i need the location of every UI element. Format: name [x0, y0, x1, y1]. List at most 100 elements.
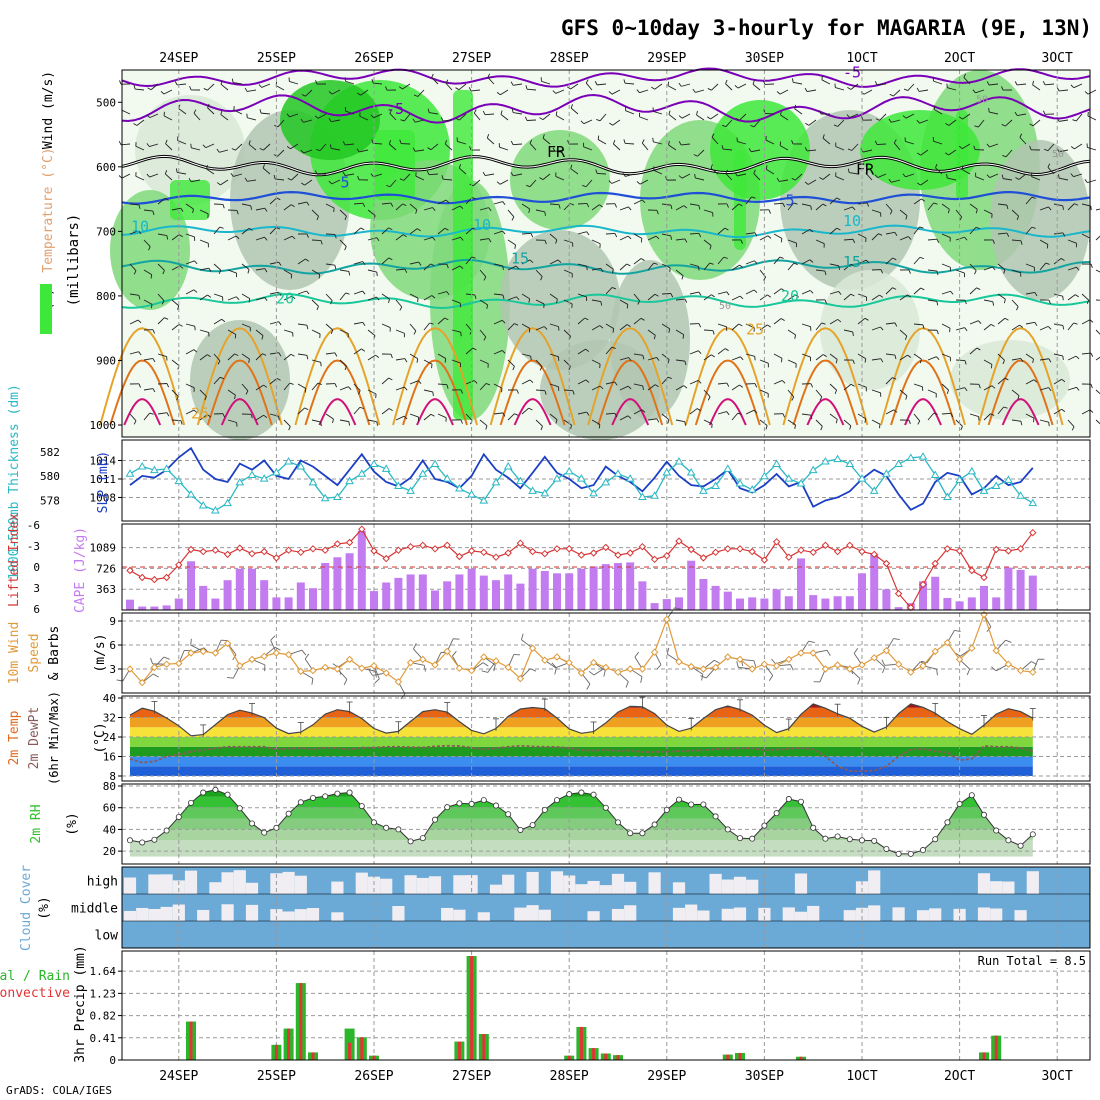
cloud-clear-block: [746, 879, 759, 894]
wind-barb: [941, 323, 951, 329]
wind-barb: [143, 299, 153, 305]
wind-barb-flag: [678, 175, 683, 179]
wind-barb: [997, 317, 1006, 325]
wind-barb-flag: [779, 141, 782, 146]
wind-barb-flag: [543, 326, 548, 330]
rh-saturated-column: [453, 90, 473, 420]
wind-barb: [185, 203, 194, 210]
wind-barb-flag: [765, 165, 768, 170]
wind-barb: [297, 407, 305, 415]
wind-barb-flag: [568, 366, 571, 371]
thickness-marker: [894, 459, 903, 467]
wind-barb: [311, 269, 320, 275]
wind-barb: [1081, 319, 1091, 325]
wind-barb-flag: [879, 294, 884, 298]
wind-barb: [787, 262, 795, 271]
cloud-clear-block: [306, 907, 320, 921]
wind-barb: [165, 143, 173, 151]
wind10m-speed-marker: [333, 665, 342, 673]
cloud-clear-block: [721, 908, 734, 921]
wind-barb: [605, 232, 616, 235]
wind-barb: [577, 317, 586, 325]
wind10m-speed-marker: [394, 678, 403, 686]
wind-barb-flag: [1071, 426, 1075, 431]
wind-barb: [465, 256, 472, 265]
wind-barb: [207, 107, 215, 115]
wind-barb: [395, 299, 403, 308]
wind10m-barb-flag: [826, 650, 831, 656]
wind-barb: [905, 141, 915, 145]
wind-barb-flag: [670, 235, 672, 240]
wind-barb: [1095, 269, 1100, 273]
thickness-marker: [479, 496, 489, 504]
wind-barb: [605, 323, 614, 330]
wind10m-speed-marker: [955, 655, 964, 664]
cape-bar: [357, 530, 366, 610]
wind-barb-flag: [614, 233, 618, 238]
wind-barb-flag: [961, 165, 964, 170]
wind-barb-flag: [486, 134, 490, 139]
wind-barb-flag: [385, 86, 388, 91]
wind-barb: [639, 116, 649, 121]
wind-barb-flag: [852, 206, 856, 211]
cloud-level-label: middle: [71, 902, 118, 917]
wind-barb: [639, 179, 649, 185]
wind-barb-flag: [1004, 317, 1009, 321]
wind-barb-flag: [330, 329, 334, 334]
cloud-clear-block: [794, 911, 808, 921]
pressure-axis-label: (millibars): [66, 214, 82, 307]
temp-contour-30: [109, 359, 176, 426]
lifted-index-marker: [565, 545, 573, 553]
wind-barb: [941, 290, 951, 295]
cloud-clear-block: [294, 875, 307, 894]
wind-barb-flag: [794, 424, 796, 429]
wind-barb-flag: [234, 394, 236, 400]
wind-barb-flag: [556, 299, 558, 304]
wind-barb-flag: [146, 143, 150, 147]
temp-contour-30: [499, 359, 566, 426]
temp-contour-15: [121, 258, 1091, 275]
rh-contour-fill: [110, 190, 190, 310]
lifted-index-marker: [370, 547, 378, 555]
wind-barb: [969, 203, 978, 210]
thickness-marker: [406, 486, 415, 494]
bottom-date-label: 3OCT: [1042, 1069, 1073, 1084]
wind-barb-flag: [472, 197, 477, 200]
wind10m-barb-flag: [190, 638, 192, 646]
wind-barb: [319, 143, 327, 152]
wind-barb: [423, 263, 431, 271]
wind10m-speed-marker: [870, 654, 878, 662]
rh2m-marker: [712, 813, 719, 820]
wind-barb-flag: [314, 115, 319, 119]
wind-barb: [885, 322, 895, 325]
wind-barb: [843, 238, 854, 241]
wind-barb-flag: [833, 124, 838, 127]
wind-barb: [577, 348, 586, 355]
wind-barb: [297, 258, 306, 265]
wind-barb: [493, 412, 503, 415]
wind-barb-flag: [192, 208, 194, 214]
lifted-index-marker: [126, 566, 134, 575]
wind-barb-flag: [348, 271, 351, 276]
wind-barb: [331, 89, 341, 95]
cape-bar: [370, 591, 378, 610]
wind-barb-flag: [917, 152, 921, 156]
rh2m-marker: [773, 810, 780, 817]
wind-barb-flag: [164, 317, 169, 320]
wind-barb: [997, 353, 1005, 361]
wind-barb: [737, 141, 747, 145]
wind-barb: [479, 207, 489, 211]
wind-barb: [997, 203, 1007, 206]
wind-barb: [1053, 203, 1063, 207]
cape-bar: [199, 585, 208, 610]
temp-tick-label: 24: [103, 731, 117, 744]
wind-barb-flag: [399, 178, 404, 181]
precip-convective-bar: [604, 1053, 608, 1060]
wind-barb: [213, 377, 221, 385]
wind-barb: [423, 236, 433, 241]
wind-barb-flag: [809, 259, 814, 263]
wind-barb-flag: [259, 147, 264, 151]
wind-barb-flag: [1016, 215, 1020, 221]
wind-barb-flag: [133, 84, 136, 90]
